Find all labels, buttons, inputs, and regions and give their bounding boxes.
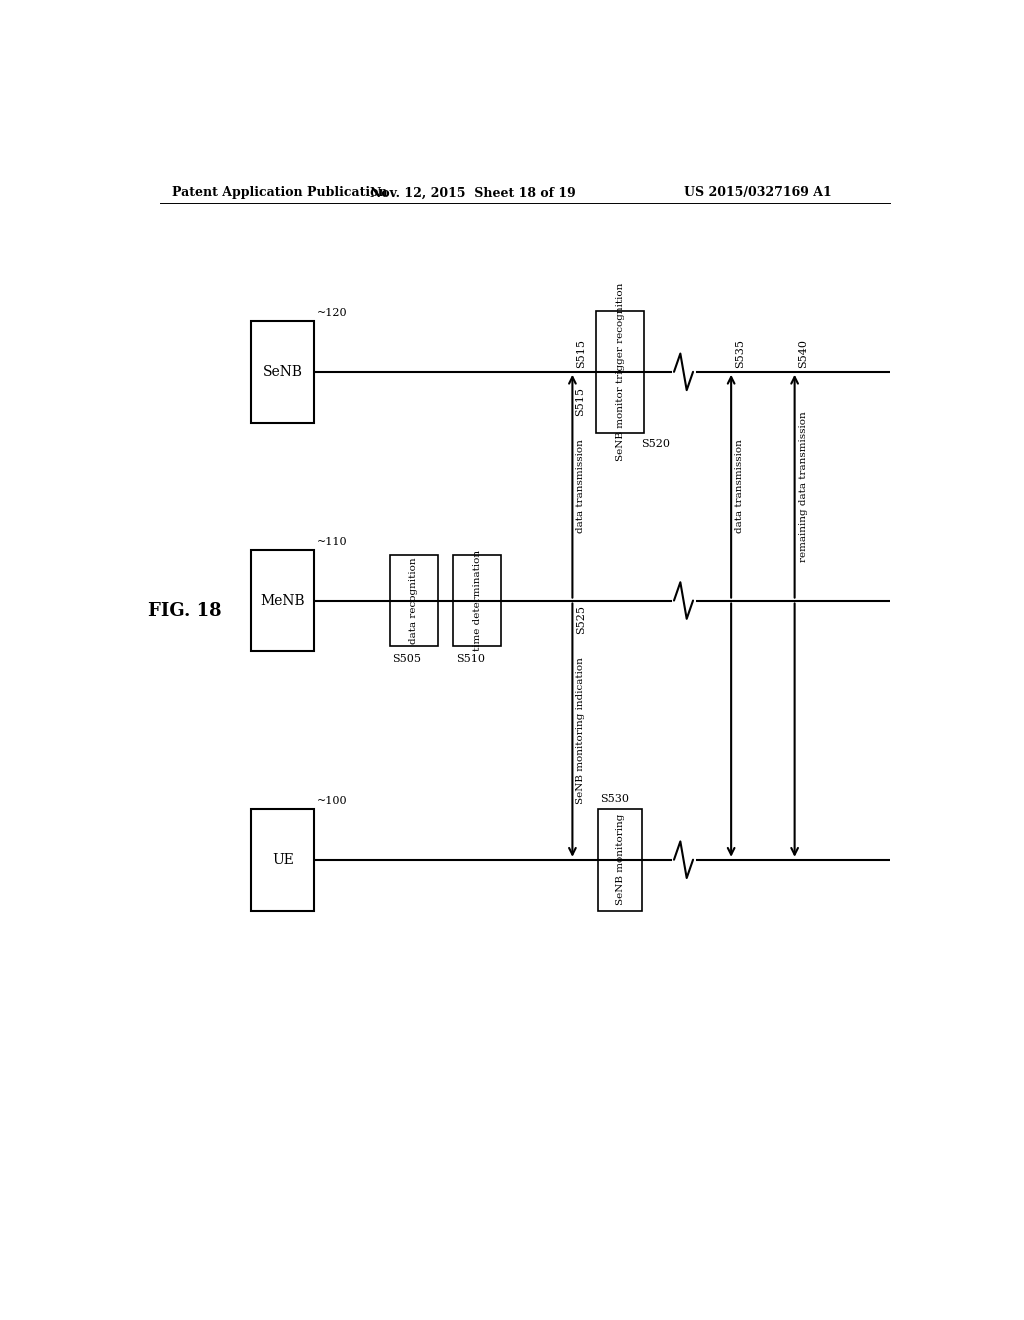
Text: S540: S540 [799, 339, 809, 368]
FancyBboxPatch shape [454, 554, 501, 647]
Text: remaining data transmission: remaining data transmission [799, 411, 808, 561]
Text: S515: S515 [577, 339, 587, 368]
FancyBboxPatch shape [251, 809, 314, 911]
Text: Nov. 12, 2015  Sheet 18 of 19: Nov. 12, 2015 Sheet 18 of 19 [371, 186, 577, 199]
FancyBboxPatch shape [390, 554, 437, 647]
Text: data recognition: data recognition [410, 557, 418, 644]
FancyBboxPatch shape [251, 549, 314, 651]
Text: data transmission: data transmission [577, 440, 586, 533]
Text: US 2015/0327169 A1: US 2015/0327169 A1 [684, 186, 831, 199]
Text: S530: S530 [600, 793, 629, 804]
Text: MeNB: MeNB [260, 594, 305, 607]
Text: ~100: ~100 [316, 796, 347, 805]
Text: data transmission: data transmission [735, 440, 744, 533]
Text: ~110: ~110 [316, 537, 347, 546]
Text: SeNB monitor trigger recognition: SeNB monitor trigger recognition [615, 282, 625, 461]
Text: FIG. 18: FIG. 18 [148, 602, 222, 619]
FancyBboxPatch shape [596, 312, 644, 433]
Text: ~120: ~120 [316, 308, 347, 318]
Text: SeNB: SeNB [263, 364, 303, 379]
Text: Patent Application Publication: Patent Application Publication [172, 186, 387, 199]
FancyBboxPatch shape [251, 321, 314, 422]
Text: S515: S515 [574, 387, 585, 416]
Text: SeNB monitoring indication: SeNB monitoring indication [577, 656, 586, 804]
Text: SeNB monitoring: SeNB monitoring [615, 814, 625, 906]
Text: S520: S520 [641, 440, 671, 449]
Text: S505: S505 [392, 655, 421, 664]
Text: S525: S525 [577, 605, 587, 634]
Text: time determination: time determination [473, 550, 481, 651]
FancyBboxPatch shape [598, 809, 642, 911]
Text: UE: UE [271, 853, 294, 867]
Text: S510: S510 [456, 655, 484, 664]
Text: S535: S535 [735, 339, 745, 368]
